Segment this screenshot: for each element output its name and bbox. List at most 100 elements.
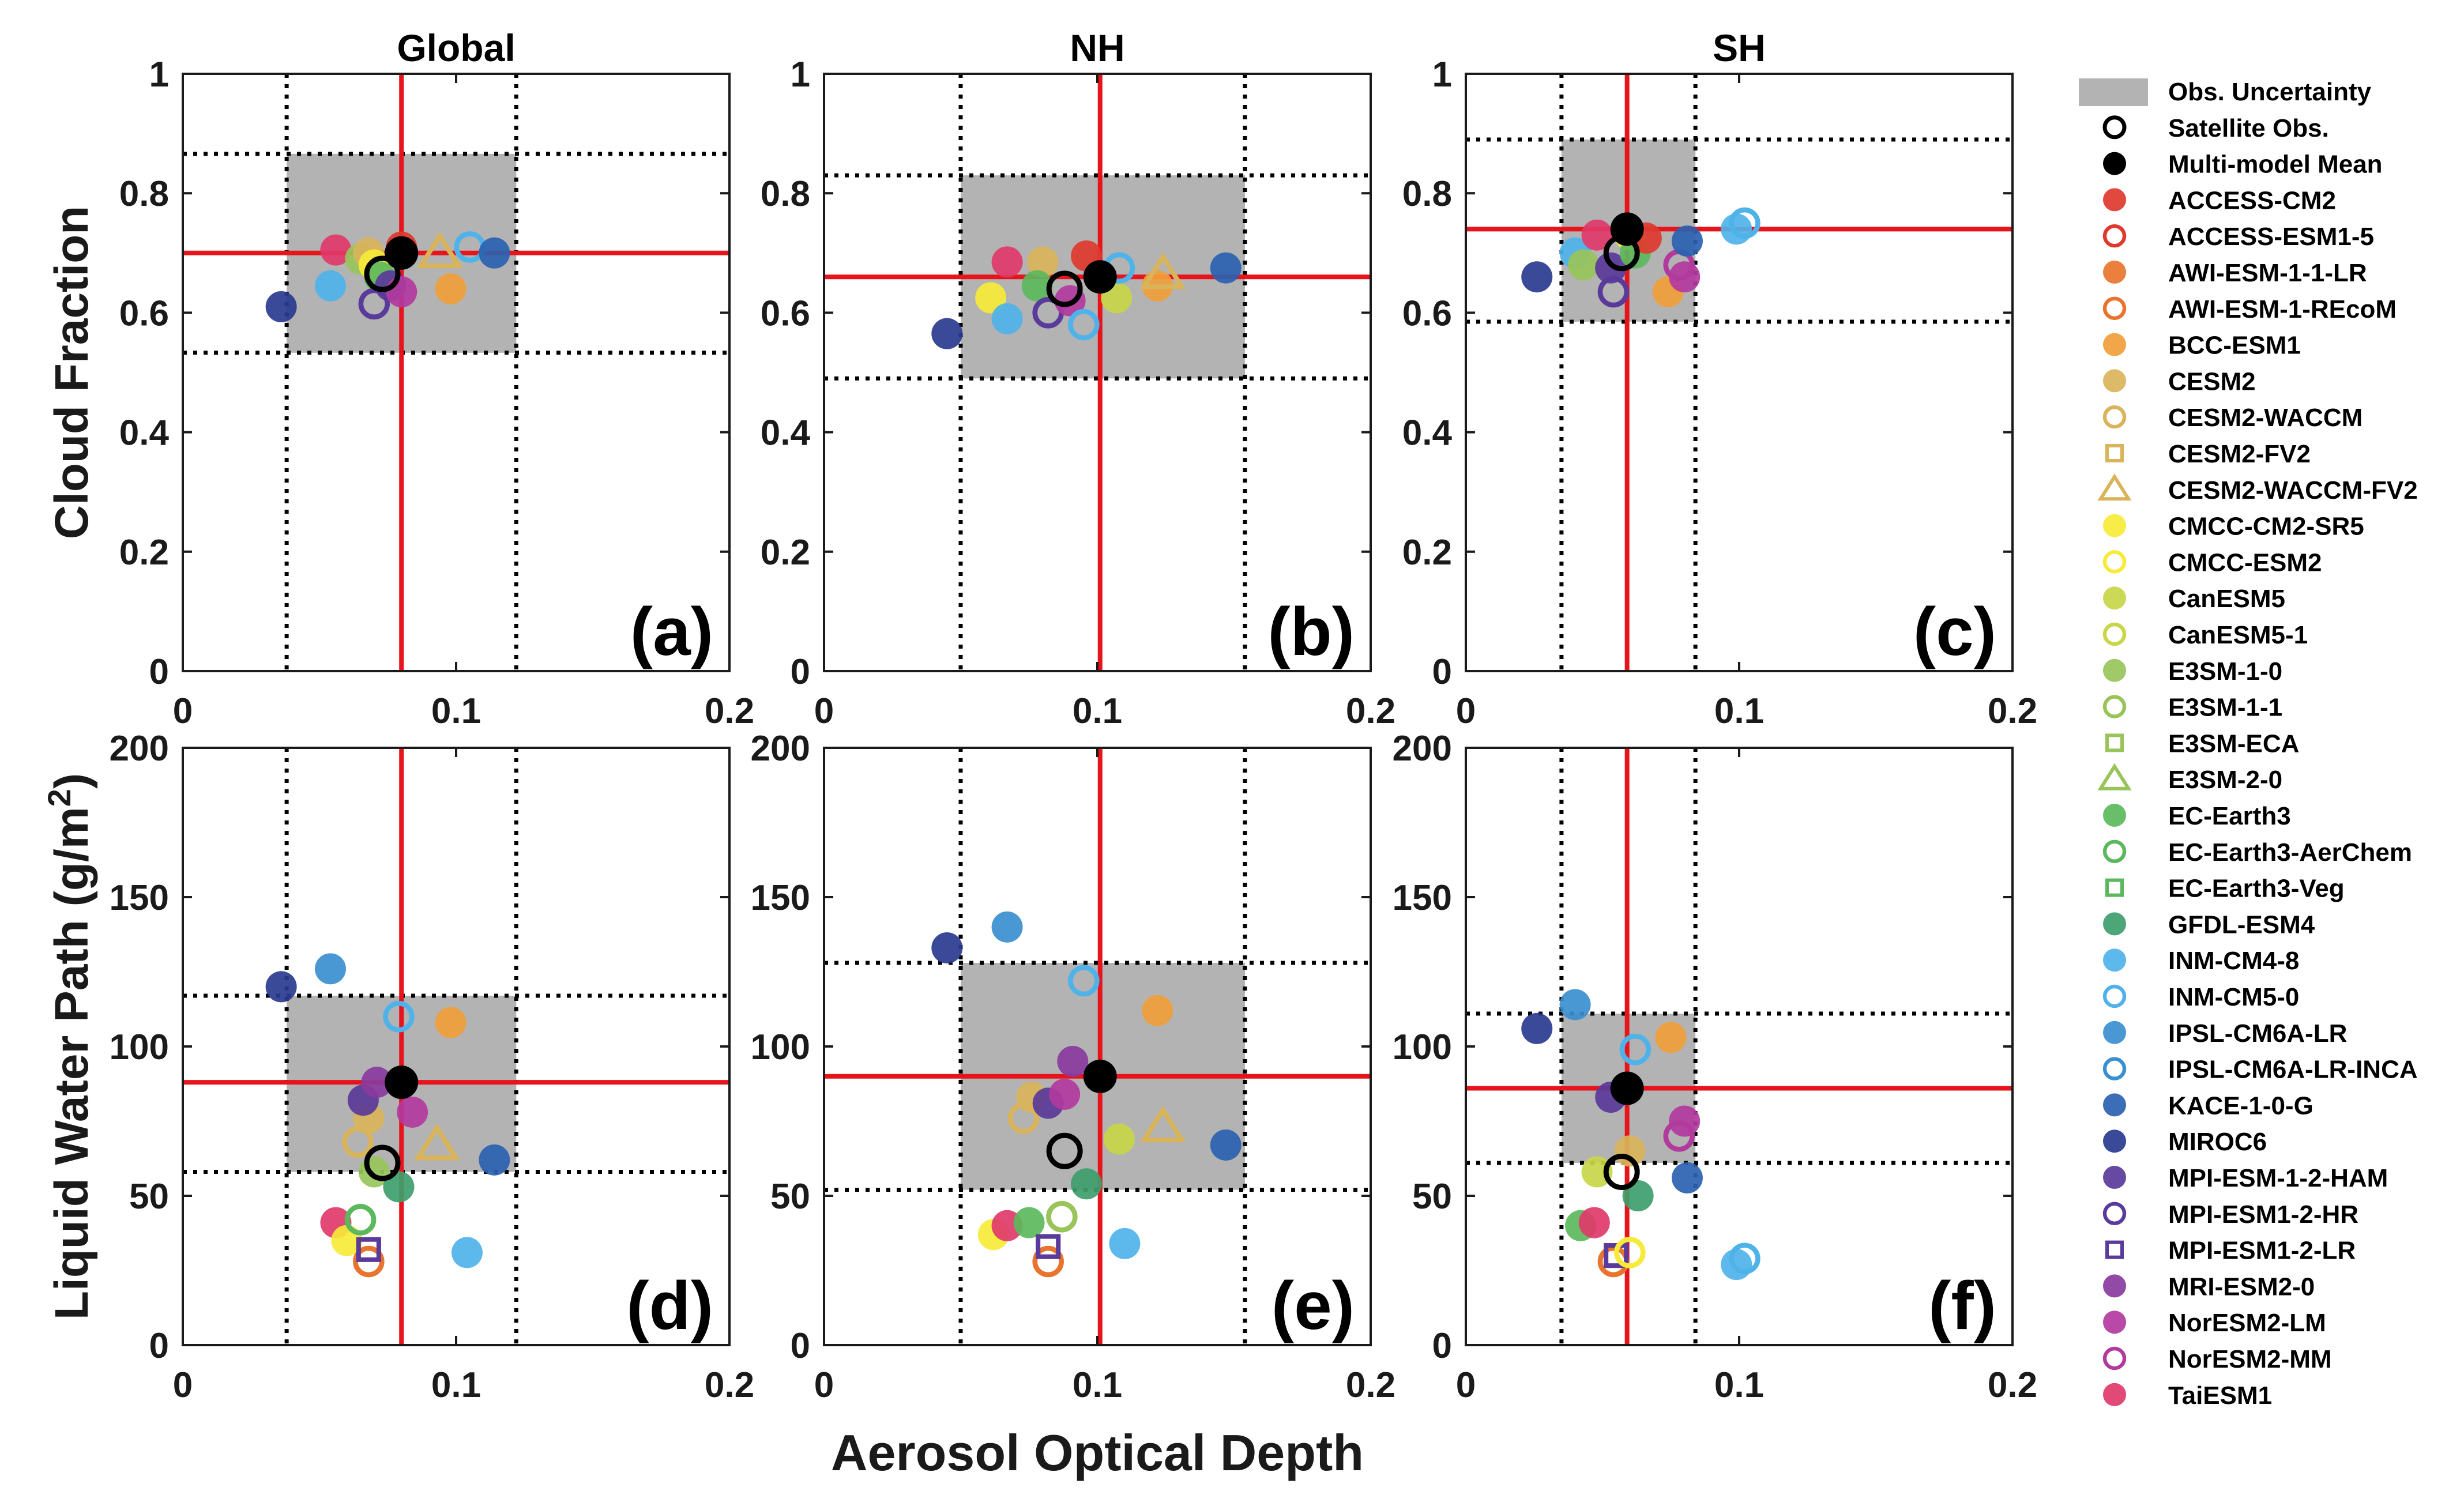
multi-model-mean-marker	[385, 1065, 419, 1100]
multi-model-mean-marker	[1610, 1071, 1644, 1105]
legend-marker	[2105, 444, 2124, 462]
model-point	[435, 273, 467, 304]
y-tick-label: 1	[791, 55, 810, 95]
panel-e: 0 0.1 0.2 0 50 100 150 200 (e)	[751, 729, 1396, 1405]
model-point	[1729, 207, 1760, 239]
model-point	[358, 288, 390, 320]
model-point	[1109, 1228, 1141, 1259]
x-tick-label: 0.2	[1988, 691, 2037, 731]
y-tick-label: 150	[751, 878, 810, 918]
y-tick-label: 0.6	[761, 293, 810, 333]
legend-marker	[2103, 1021, 2126, 1044]
y-tick-label: 150	[110, 878, 169, 918]
legend-label: IPSL-CM6A-LR-INCA	[2168, 1056, 2418, 1084]
y-tick-label: 0	[149, 652, 169, 692]
multi-model-mean-marker	[1610, 212, 1644, 246]
legend-label: MPI-ESM1-2-LR	[2168, 1237, 2356, 1265]
legend-label: MRI-ESM2-0	[2168, 1272, 2315, 1301]
y-tick-label: 0.8	[761, 174, 810, 214]
legend-marker	[2103, 1129, 2126, 1153]
legend-swatch-obs-uncertainty	[2079, 78, 2148, 106]
y-tick-label: 50	[770, 1177, 810, 1217]
legend-label: CESM2-WACCM	[2168, 404, 2363, 432]
panel-title: SH	[1713, 27, 1766, 69]
panel-label: (a)	[630, 594, 713, 670]
x-tick-label: 0	[814, 1365, 834, 1405]
legend-label: INM-CM4-8	[2168, 947, 2299, 975]
satellite-obs-marker	[1046, 270, 1083, 307]
model-point	[931, 318, 963, 349]
y-tick-label: 0.4	[1402, 413, 1453, 453]
legend-label: CESM2-WACCM-FV2	[2168, 476, 2418, 504]
panel-label: (c)	[1913, 594, 1996, 670]
legend-label: GFDL-ESM4	[2168, 910, 2315, 939]
model-point	[991, 911, 1023, 943]
model-point	[361, 1067, 393, 1098]
panel-label: (d)	[626, 1268, 713, 1344]
panel-label: (b)	[1267, 594, 1355, 670]
legend-label: NorESM2-LM	[2168, 1309, 2326, 1337]
model-point	[1614, 1237, 1646, 1268]
panel-label: (f)	[1928, 1268, 1996, 1344]
model-point	[1622, 1180, 1654, 1211]
model-point	[353, 1245, 385, 1278]
model-point	[1655, 1022, 1687, 1053]
model-point	[1581, 219, 1613, 251]
model-point	[413, 1123, 460, 1161]
model-point	[314, 270, 346, 302]
x-tick-label: 0.2	[705, 691, 754, 731]
panel-label: (e)	[1272, 1268, 1355, 1344]
y-tick-label: 200	[751, 729, 810, 769]
y-tick-label: 50	[1412, 1177, 1452, 1217]
legend-marker	[2102, 1057, 2127, 1080]
y-tick-label: 0.6	[119, 293, 169, 333]
legend-marker	[2105, 733, 2124, 752]
model-point	[1036, 1234, 1061, 1259]
legend-marker-multi-model-mean	[2103, 152, 2126, 175]
legend-marker	[2103, 333, 2126, 356]
x-tick-label: 0.1	[1714, 691, 1764, 731]
x-tick-label: 0	[173, 691, 193, 731]
y-tick-label: 50	[129, 1177, 169, 1217]
legend-label: Satellite Obs.	[2168, 114, 2329, 142]
model-point	[397, 1096, 428, 1128]
plot-area	[1466, 74, 2012, 671]
model-point	[1614, 1135, 1646, 1167]
model-point	[479, 237, 510, 269]
y-tick-label: 1	[149, 55, 169, 95]
x-tick-label: 0.1	[1073, 691, 1122, 731]
legend-marker	[2097, 763, 2132, 790]
satellite-obs-marker	[1046, 1132, 1083, 1169]
y-tick-label: 0.8	[119, 174, 169, 214]
y-axis-label: Cloud Fraction	[46, 206, 98, 540]
model-point	[1559, 989, 1591, 1021]
model-point	[1581, 1156, 1613, 1188]
y-tick-label: 0.6	[1402, 293, 1452, 333]
x-tick-label: 0.2	[1346, 1365, 1395, 1405]
legend-label: EC-Earth3	[2168, 802, 2291, 830]
legend-label: AWI-ESM-1-1-LR	[2168, 259, 2367, 287]
model-point	[1021, 270, 1053, 302]
legend-marker	[2103, 658, 2126, 682]
legend-label: NorESM2-MM	[2168, 1345, 2332, 1373]
model-point	[435, 1007, 467, 1038]
legend-label: CMCC-CM2-SR5	[2168, 513, 2364, 541]
legend-label: CanESM5	[2168, 585, 2285, 613]
legend-label: EC-Earth3-Veg	[2168, 875, 2345, 903]
legend-label: E3SM-2-0	[2168, 766, 2282, 794]
model-point	[1142, 995, 1173, 1026]
y-tick-label: 200	[1393, 729, 1452, 769]
x-tick-label: 0	[173, 1365, 193, 1405]
satellite-obs-marker	[364, 255, 401, 292]
satellite-obs-marker	[1603, 1154, 1640, 1191]
legend-marker	[2102, 224, 2127, 248]
model-point	[931, 932, 963, 964]
legend-label: ACCESS-ESM1-5	[2168, 223, 2374, 251]
legend-marker	[2103, 586, 2126, 610]
legend-label: CESM2-FV2	[2168, 440, 2311, 468]
y-tick-label: 100	[110, 1027, 169, 1067]
model-point	[1103, 1123, 1135, 1155]
legend-label: Obs. Uncertainty	[2168, 78, 2372, 106]
model-point	[356, 1237, 381, 1262]
legend-marker	[2103, 804, 2126, 827]
